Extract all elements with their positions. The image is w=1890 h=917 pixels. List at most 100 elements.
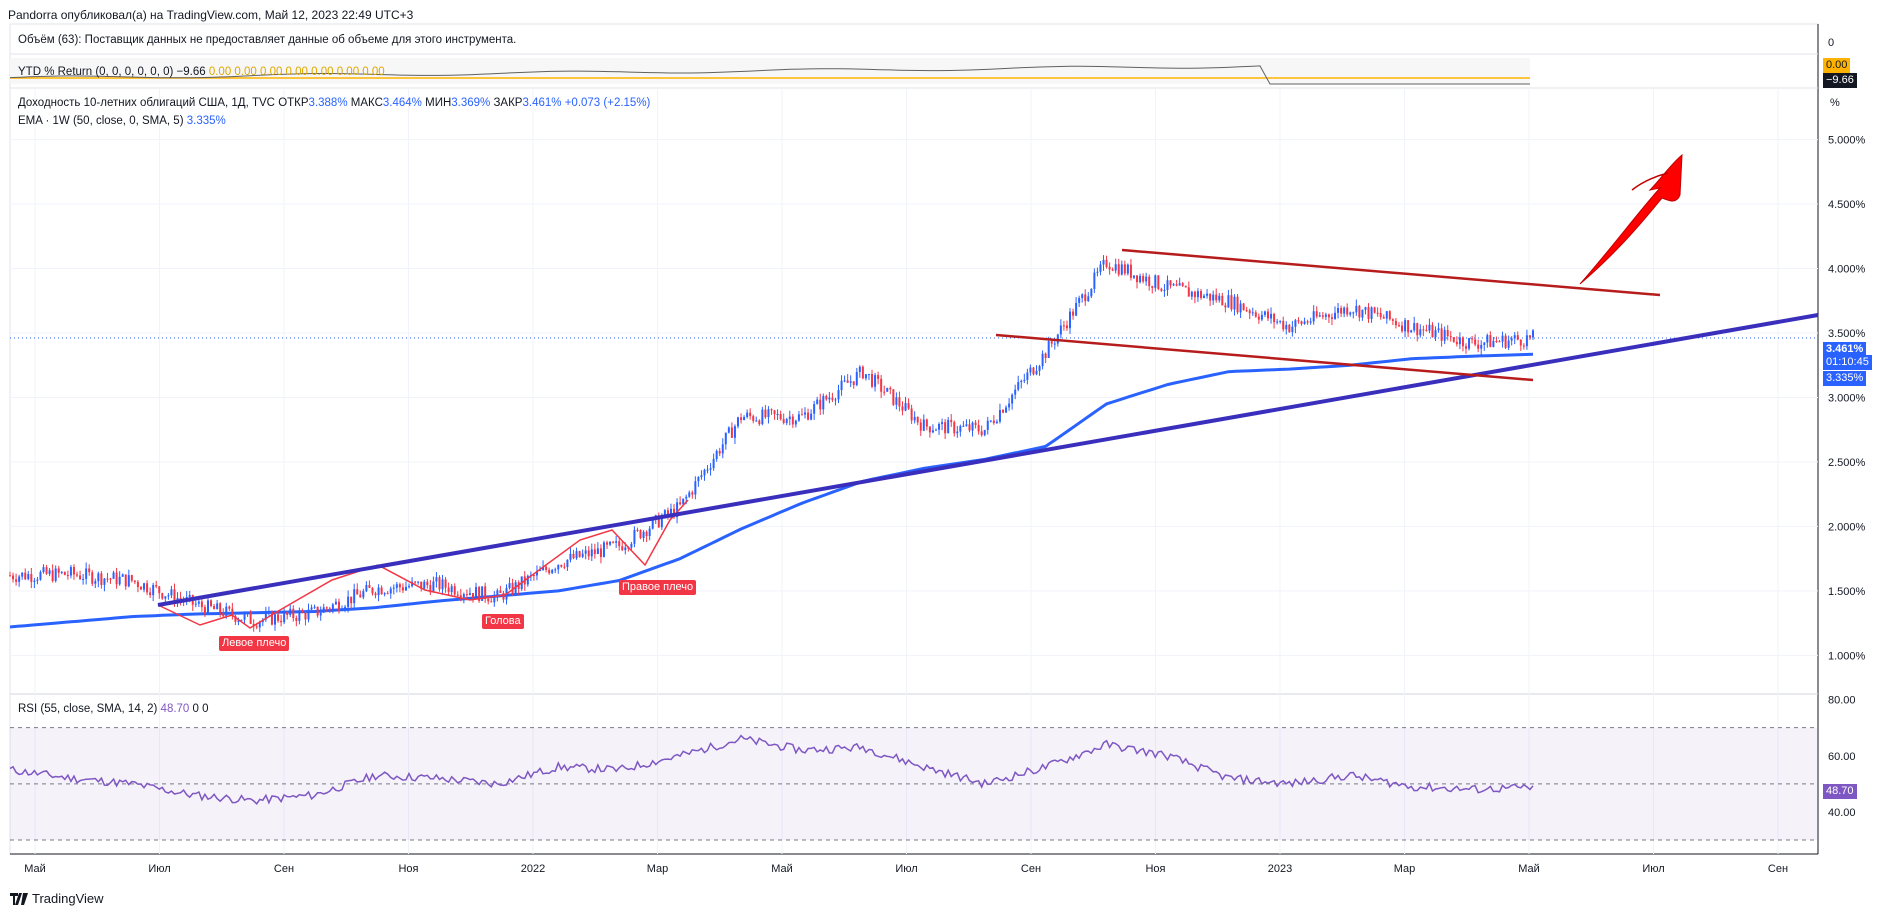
candle-body: [858, 366, 861, 372]
candle-body: [1239, 303, 1242, 313]
candle-body: [916, 416, 919, 423]
candle-body: [1279, 320, 1282, 322]
candle-body: [1035, 370, 1038, 375]
candle-body: [63, 571, 66, 575]
candle-body: [143, 583, 146, 590]
candle-body: [286, 612, 289, 615]
candle-body: [155, 584, 158, 587]
candle-body: [700, 475, 703, 478]
candle-body: [1151, 286, 1154, 288]
candle-body: [225, 606, 228, 617]
candle-body: [1172, 284, 1175, 286]
candle-body: [1142, 275, 1145, 282]
candle-body: [852, 381, 855, 386]
candle-body: [883, 391, 886, 393]
candle-body: [334, 601, 337, 605]
candle-body: [210, 600, 213, 607]
candle-body: [1449, 336, 1452, 338]
candle-body: [749, 412, 752, 417]
ema-label: EMA · 1W (50, close, 0, SMA, 5): [18, 115, 184, 127]
candle-body: [1221, 295, 1224, 306]
candle-body: [1270, 313, 1273, 319]
candle-body: [618, 541, 621, 547]
candle-body: [481, 586, 484, 601]
candle-body: [1190, 291, 1193, 297]
candle-body: [103, 578, 106, 585]
candle-body: [1370, 307, 1373, 319]
y-tick-label: 1.000%: [1828, 650, 1866, 662]
candle-body: [94, 581, 97, 584]
candle-body: [1276, 321, 1279, 323]
candle-body: [828, 397, 831, 400]
candle-body: [1065, 325, 1068, 329]
candle-body: [496, 590, 499, 596]
candle-body: [1425, 329, 1428, 331]
candle-body: [1474, 339, 1477, 345]
main-legend[interactable]: Доходность 10-летних облигаций США, 1Д, …: [18, 97, 650, 109]
candle-body: [724, 432, 727, 445]
candle-body: [743, 416, 746, 421]
candle-body: [1266, 311, 1269, 319]
candle-body: [892, 389, 895, 405]
candle-body: [959, 426, 962, 432]
candle-body: [1175, 284, 1178, 286]
candle-body: [584, 550, 587, 554]
axis-unit: %: [1830, 97, 1840, 109]
candle-body: [194, 603, 197, 605]
candle-body: [657, 515, 660, 528]
candle-body: [554, 569, 557, 571]
candle-body: [642, 531, 645, 539]
candle-body: [12, 575, 15, 580]
right-shoulder-label[interactable]: Правое плечо: [619, 580, 697, 595]
candle-body: [767, 409, 770, 418]
published-header: Pandorra опубликовал(а) на TradingView.c…: [8, 8, 414, 22]
candle-body: [712, 458, 715, 469]
candle-body: [100, 573, 103, 585]
candle-body: [234, 615, 237, 622]
candle-body: [1047, 341, 1050, 359]
candle-body: [450, 586, 453, 593]
candle-body: [1224, 305, 1227, 308]
rsi-legend[interactable]: RSI (55, close, SMA, 14, 2) 48.70 0 0: [18, 703, 209, 715]
tradingview-footer[interactable]: TradingView: [10, 891, 104, 906]
candle-body: [216, 603, 219, 610]
candle-body: [115, 572, 118, 585]
left-shoulder-label[interactable]: Левое плечо: [219, 636, 290, 651]
candle-body: [788, 416, 791, 420]
x-tick-label: Июл: [148, 863, 170, 875]
up-arrow-icon: [1579, 153, 1683, 285]
candle-body: [1136, 275, 1139, 283]
candle-body: [417, 581, 420, 583]
candle-body: [124, 574, 127, 587]
candle-body: [898, 397, 901, 407]
candle-body: [931, 430, 934, 433]
rsi-extra: 0 0: [192, 703, 209, 715]
candle-body: [502, 592, 505, 600]
head-label[interactable]: Голова: [482, 614, 524, 629]
ema-legend[interactable]: EMA · 1W (50, close, 0, SMA, 5) 3.335%: [18, 115, 226, 127]
candle-body: [383, 593, 386, 595]
candle-body: [557, 564, 560, 570]
ytd-legend[interactable]: YTD % Return (0, 0, 0, 0, 0, 0) −9.66 0.…: [18, 66, 385, 78]
candle-body: [219, 603, 222, 614]
candle-body: [27, 574, 30, 580]
candle-body: [578, 551, 581, 557]
candle-body: [18, 576, 21, 582]
head-shoulders-pattern: [157, 499, 689, 629]
candle-body: [179, 597, 182, 600]
candle-body: [365, 585, 368, 592]
candle-body: [1355, 305, 1358, 313]
candle-body: [843, 380, 846, 382]
candle-body: [283, 612, 286, 623]
rsi-tick-label: 60.00: [1828, 751, 1856, 763]
channel-upper-line: [1121, 248, 1661, 297]
candle-body: [1120, 264, 1123, 275]
candle-body: [907, 403, 910, 409]
candle-body: [97, 573, 100, 582]
candle-body: [563, 566, 566, 568]
candle-body: [277, 614, 280, 621]
x-tick-label: 2022: [521, 863, 545, 875]
candle-body: [1492, 340, 1495, 348]
ytd-line: [9, 65, 1530, 85]
